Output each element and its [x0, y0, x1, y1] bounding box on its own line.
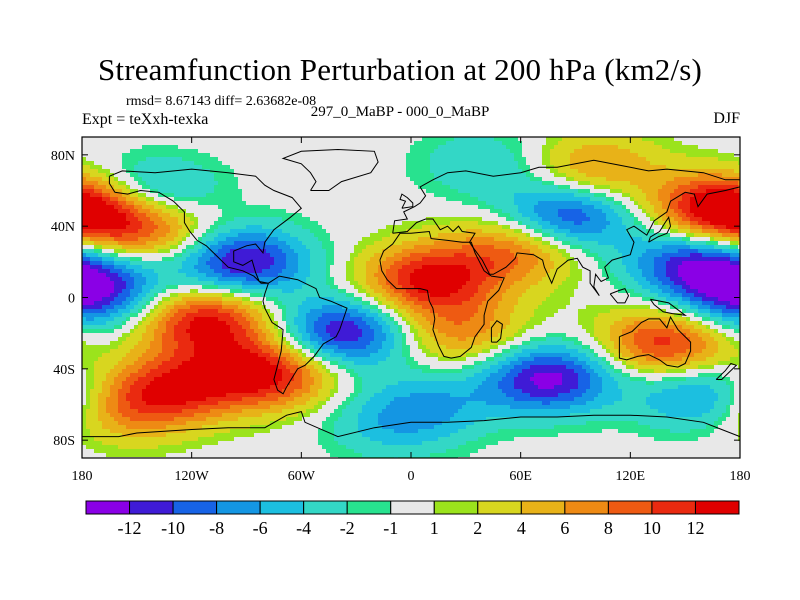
- season-label: DJF: [713, 110, 740, 127]
- colorbar-label: -8: [209, 518, 224, 538]
- coast-greenland: [281, 148, 379, 191]
- colorbar-label: 12: [686, 518, 704, 538]
- colorbar-swatch: [433, 500, 479, 515]
- x-tick-label: 180: [730, 469, 751, 484]
- coast-madagascar: [490, 320, 503, 343]
- y-tick-label: 80S: [53, 434, 75, 449]
- colorbar-label: 10: [643, 518, 661, 538]
- colorbar-swatch: [477, 500, 522, 515]
- coast-borneo-indonesia: [609, 287, 630, 304]
- x-tick-label: 60W: [288, 469, 316, 484]
- colorbar-swatch: [259, 500, 305, 515]
- coast-north-america: [108, 168, 303, 284]
- colorbar-swatch: [694, 500, 740, 515]
- colorbar-label: 1: [430, 518, 439, 538]
- colorbar-label: -10: [161, 518, 185, 538]
- x-tick-label: 60E: [509, 469, 532, 484]
- coast-uk: [399, 193, 414, 209]
- contour-field: [82, 137, 741, 459]
- y-tick-label: 80N: [51, 149, 75, 164]
- y-tick-label: 40S: [53, 363, 75, 378]
- colorbar-swatch: [520, 500, 566, 515]
- colorbar-label: -6: [253, 518, 268, 538]
- coast-eurasia: [392, 159, 741, 296]
- colorbar-label: 8: [604, 518, 613, 538]
- colorbar-label: 2: [473, 518, 482, 538]
- colorbar-swatch: [129, 500, 174, 515]
- x-tick-label: 180: [72, 469, 93, 484]
- coast-new-guinea: [649, 298, 688, 317]
- colorbar-swatch: [346, 500, 392, 515]
- colorbar-swatch: [651, 500, 696, 515]
- experiment-label: Expt = teXxh-texka: [82, 111, 209, 128]
- coast-antarctica: [82, 411, 741, 438]
- coastlines: [82, 148, 741, 438]
- colorbar-swatch: [564, 500, 609, 515]
- colorbar-label: -12: [118, 518, 142, 538]
- coast-new-zealand: [715, 362, 738, 380]
- colorbar-swatch: [390, 500, 435, 515]
- colorbar-swatch: [85, 500, 131, 515]
- x-tick-label: 120E: [616, 469, 646, 484]
- stats-line: rmsd= 8.67143 diff= 2.63682e-08: [126, 94, 317, 109]
- colorbar-label: -4: [296, 518, 311, 538]
- colorbar-label: 4: [517, 518, 526, 538]
- colorbar-swatch: [303, 500, 348, 515]
- colorbar-label: 6: [560, 518, 569, 538]
- coast-south-america: [262, 275, 348, 395]
- colorbar-label: -1: [383, 518, 398, 538]
- coast-australia: [618, 315, 692, 368]
- coast-africa: [379, 230, 505, 359]
- colorbar-swatch: [607, 500, 653, 515]
- case-difference-label: 297_0_MaBP - 000_0_MaBP: [310, 104, 490, 120]
- axis-ticks: 180 120W 60W 0 60E 120E 180 80N 40N 0 40S 80S: [51, 137, 751, 484]
- y-tick-label: 0: [68, 292, 75, 307]
- colorbar: -12 -10 -8 -6 -4 -2 -1 1 2 4 6 8 10 12: [85, 500, 740, 538]
- y-tick-label: 40N: [51, 220, 75, 235]
- chart-title: Streamfunction Perturbation at 200 hPa (…: [97, 52, 703, 87]
- coast-japan: [648, 216, 672, 243]
- x-tick-label: 0: [408, 469, 415, 484]
- colorbar-swatch: [216, 500, 261, 515]
- x-tick-label: 120W: [175, 469, 210, 484]
- colorbar-swatch: [172, 500, 218, 515]
- colorbar-label: -2: [340, 518, 355, 538]
